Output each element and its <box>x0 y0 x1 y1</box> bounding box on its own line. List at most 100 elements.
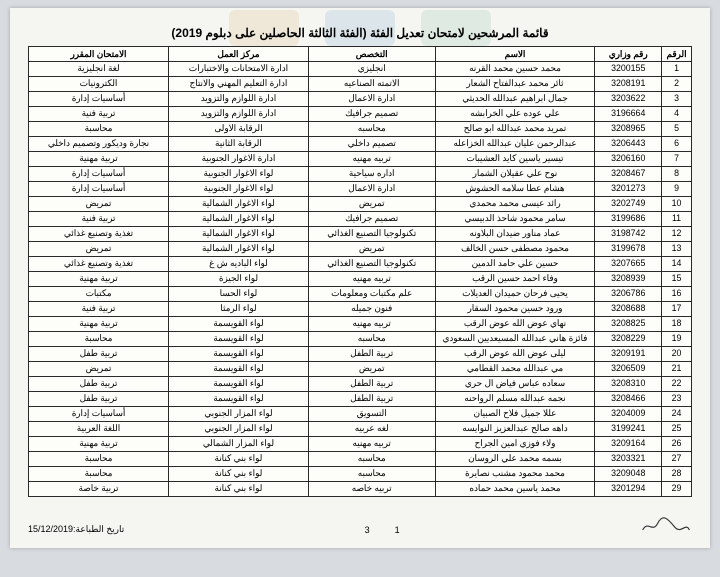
cell-exam: محاسبة <box>29 466 169 481</box>
cell-code: 3206160 <box>595 151 662 166</box>
cell-center: لواء المزار الجنوبي <box>168 406 308 421</box>
table-row: 123198742عماد مناور ضيدان البلاونهتكنولو… <box>29 226 692 241</box>
table-row: 23208191ثائر محمد عبدالفتاح الشعارالاتمت… <box>29 76 692 91</box>
cell-idx: 3 <box>662 91 692 106</box>
cell-name: عماد مناور ضيدان البلاونه <box>435 226 595 241</box>
table-row: 253199241داهه صالح عبدالعزيز النوايسهلغه… <box>29 421 692 436</box>
cell-center: لواء المزار الجنوبي <box>168 421 308 436</box>
table-row: 33203622جمال ابراهيم عبدالله الحديثيادار… <box>29 91 692 106</box>
cell-idx: 16 <box>662 286 692 301</box>
cell-exam: تربية طفل <box>29 346 169 361</box>
cell-idx: 5 <box>662 121 692 136</box>
cell-spec: تمريض <box>308 361 435 376</box>
cell-name: محمود مصطفى حسن الخالف <box>435 241 595 256</box>
cell-exam: أساسيات إدارة <box>29 91 169 106</box>
cell-exam: أساسيات إدارة <box>29 166 169 181</box>
cell-center: لواء الباديه ش غ <box>168 256 308 271</box>
cell-center: ادارة اللوازم والتزويد <box>168 106 308 121</box>
cell-code: 3209191 <box>595 346 662 361</box>
cell-exam: لغة انجليزية <box>29 61 169 76</box>
cell-code: 3206443 <box>595 136 662 151</box>
col-header-center: مركز العمل <box>168 47 308 62</box>
cell-name: جمال ابراهيم عبدالله الحديثي <box>435 91 595 106</box>
cell-spec: تربيه خاصه <box>308 481 435 496</box>
table-row: 273203321بسمه محمد علي الروسانمحاسبهلواء… <box>29 451 692 466</box>
cell-exam: الكترونيات <box>29 76 169 91</box>
cell-idx: 23 <box>662 391 692 406</box>
cell-name: حسين علي حامد الدمين <box>435 256 595 271</box>
table-row: 73206160تيسير ياسين كايد العشيباتتربيه م… <box>29 151 692 166</box>
cell-code: 3209048 <box>595 466 662 481</box>
cell-center: لواء الحسا <box>168 286 308 301</box>
cell-idx: 7 <box>662 151 692 166</box>
cell-name: نجمه عبدالله مسلم الرواحنه <box>435 391 595 406</box>
table-row: 153208939وفاء احمد حسين الرقبتربيه مهنيه… <box>29 271 692 286</box>
cell-spec: تمريض <box>308 241 435 256</box>
table-row: 113199686سامر محمود شاحذ الدبيسيتصميم جر… <box>29 211 692 226</box>
cell-spec: تربية الطفل <box>308 376 435 391</box>
cell-exam: تربية مهنية <box>29 151 169 166</box>
table-row: 293201294محمد ياسين محمد حمادهتربيه خاصه… <box>29 481 692 496</box>
cell-spec: اداره سياحية <box>308 166 435 181</box>
cell-exam: تمريض <box>29 361 169 376</box>
cell-name: تمريد محمد عبدالله ابو صالح <box>435 121 595 136</box>
table-row: 63206443عبدالرحمن عليان عبدالله الخزاعله… <box>29 136 692 151</box>
cell-spec: ادارة الاعمال <box>308 181 435 196</box>
cell-idx: 26 <box>662 436 692 451</box>
table-row: 283209048محمد محمود مشنب نصايرةمحاسبهلوا… <box>29 466 692 481</box>
cell-idx: 22 <box>662 376 692 391</box>
print-date-value: 15/12/2019 <box>28 524 73 534</box>
cell-center: لواء القويسمة <box>168 331 308 346</box>
table-row: 173208688ورود حسين محمود السقارفنون جميل… <box>29 301 692 316</box>
cell-exam: تربية خاصة <box>29 481 169 496</box>
cell-code: 3204009 <box>595 406 662 421</box>
cell-code: 3198742 <box>595 226 662 241</box>
print-date-label: تاريخ الطباعة: <box>73 524 124 534</box>
cell-spec: تربيه مهنيه <box>308 316 435 331</box>
candidates-table: الرقم رقم وزاري الاسم التخصص مركز العمل … <box>28 46 692 497</box>
cell-code: 3208466 <box>595 391 662 406</box>
cell-idx: 10 <box>662 196 692 211</box>
cell-name: يحيى فرحان حميدان العديلات <box>435 286 595 301</box>
cell-spec: لغه عربيه <box>308 421 435 436</box>
cell-exam: محاسبة <box>29 451 169 466</box>
cell-code: 3207665 <box>595 256 662 271</box>
page-footer: 1 3 تاريخ الطباعة:15/12/2019 <box>28 515 692 535</box>
cell-center: لواء القويسمة <box>168 346 308 361</box>
cell-idx: 11 <box>662 211 692 226</box>
cell-center: لواء القويسمة <box>168 391 308 406</box>
cell-spec: تربيه مهنيه <box>308 271 435 286</box>
cell-name: محمد ياسين محمد حماده <box>435 481 595 496</box>
cell-name: وفاء احمد حسين الرقب <box>435 271 595 286</box>
cell-spec: علم مكتبات ومعلومات <box>308 286 435 301</box>
cell-idx: 15 <box>662 271 692 286</box>
col-header-exam: الامتحان المقرر <box>29 47 169 62</box>
cell-exam: تربية طفل <box>29 391 169 406</box>
cell-name: عبدالرحمن عليان عبدالله الخزاعله <box>435 136 595 151</box>
cell-spec: محاسبه <box>308 466 435 481</box>
cell-exam: اللغة العربية <box>29 421 169 436</box>
cell-idx: 1 <box>662 61 692 76</box>
cell-spec: الاتمته الصناعيه <box>308 76 435 91</box>
page-title: قائمة المرشحين لامتحان تعديل الفئة (الفئ… <box>28 26 692 40</box>
cell-idx: 25 <box>662 421 692 436</box>
print-date: تاريخ الطباعة:15/12/2019 <box>28 524 124 535</box>
cell-center: الرقابة الاولى <box>168 121 308 136</box>
cell-exam: تغذية وتصنيع غذائي <box>29 256 169 271</box>
cell-spec: تربيه مهنيه <box>308 151 435 166</box>
cell-center: الرقابة الثانية <box>168 136 308 151</box>
cell-spec: تصميم داخلي <box>308 136 435 151</box>
cell-spec: انجليزي <box>308 61 435 76</box>
cell-center: لواء القويسمة <box>168 376 308 391</box>
cell-idx: 12 <box>662 226 692 241</box>
cell-name: تيسير ياسين كايد العشيبات <box>435 151 595 166</box>
page-total: 3 <box>365 525 370 535</box>
cell-idx: 6 <box>662 136 692 151</box>
cell-name: محمد حسين محمد القرنه <box>435 61 595 76</box>
cell-idx: 24 <box>662 406 692 421</box>
cell-exam: تمريض <box>29 241 169 256</box>
cell-idx: 4 <box>662 106 692 121</box>
cell-name: ورود حسين محمود السقار <box>435 301 595 316</box>
cell-idx: 20 <box>662 346 692 361</box>
cell-center: ادارة اللوازم والتزويد <box>168 91 308 106</box>
